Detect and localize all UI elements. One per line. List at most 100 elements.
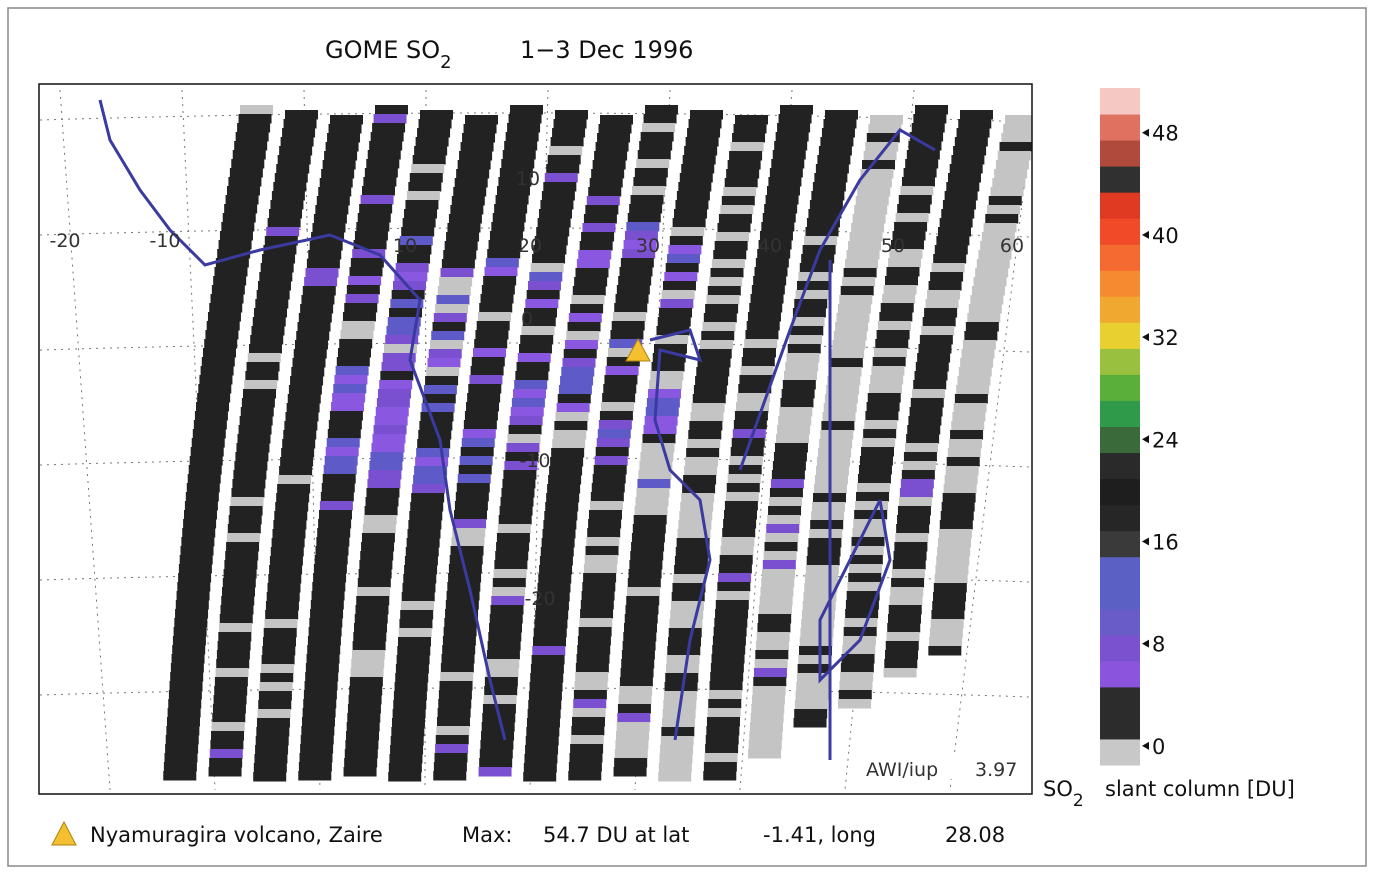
swath-cell: [258, 700, 292, 710]
swath-cell: [724, 178, 758, 188]
swath-cell: [712, 636, 746, 646]
swath-cell: [705, 304, 739, 314]
colorbar-band: [1100, 582, 1140, 610]
swath-cell: [505, 132, 539, 142]
swath-cell: [942, 493, 976, 503]
swath-cell: [838, 690, 872, 700]
swath-cell: [357, 213, 391, 223]
swath-cell: [462, 429, 496, 439]
swath-cell: [318, 187, 352, 197]
swath-cell: [930, 619, 964, 629]
swath-cell: [410, 502, 444, 512]
swath-cell: [302, 708, 336, 718]
swath-cell: [479, 758, 513, 768]
swath-cell: [267, 583, 301, 593]
swath-cell: [226, 533, 260, 543]
swath-cell: [408, 520, 442, 530]
swath-cell: [503, 470, 537, 480]
swath-cell: [481, 285, 515, 295]
swath-cell: [433, 762, 467, 772]
swath-cell: [499, 168, 533, 178]
swath-cell: [597, 133, 631, 143]
swath-cell: [610, 330, 644, 340]
swath-cell: [896, 524, 930, 534]
swath-cell: [911, 123, 945, 133]
swath-cell: [552, 128, 586, 138]
swath-cell: [727, 474, 761, 484]
swath-cell: [224, 204, 258, 214]
swath-cell: [771, 470, 805, 480]
colorbar-band: [1100, 556, 1140, 584]
colorbar-band: [1100, 400, 1140, 427]
swath-cell: [628, 569, 662, 579]
swath-cell: [427, 358, 461, 368]
swath-cell: [376, 398, 410, 408]
swath-cell: [405, 547, 439, 557]
swath-cell: [214, 677, 248, 687]
swath-cell: [321, 169, 355, 179]
swath-cell: [240, 105, 273, 115]
swath-cell: [616, 731, 650, 741]
swath-cell: [550, 457, 584, 467]
swath-cell: [428, 349, 462, 359]
swath-cell: [340, 330, 374, 340]
swath-cell: [293, 349, 327, 359]
swath-cell: [435, 735, 469, 745]
swath-cell: [395, 664, 429, 674]
swath-cell: [897, 515, 931, 525]
colorbar-label-rest: slant column [DU]: [1105, 777, 1295, 801]
swath-cell: [705, 744, 739, 754]
swath-cell: [958, 119, 992, 129]
swath-cell: [444, 618, 478, 628]
swath-cell: [365, 497, 399, 507]
swath-cell: [176, 591, 210, 601]
swath-cell: [822, 412, 856, 422]
swath-cell: [732, 429, 766, 439]
swath-cell: [524, 754, 558, 764]
swath-cell: [679, 511, 713, 521]
swath-cell: [231, 488, 265, 498]
swath-cell: [486, 659, 520, 669]
swath-cell: [183, 510, 217, 520]
title-main: GOME SO: [325, 36, 440, 64]
colorbar-band: [1100, 374, 1140, 401]
swath-cell: [311, 591, 345, 601]
colorbar-band: [1100, 452, 1140, 480]
swath-cell: [809, 200, 843, 210]
swath-cell: [367, 150, 401, 160]
swath-cell: [498, 515, 532, 525]
swath-cell: [318, 519, 352, 529]
colorbar-tick-label: 40: [1152, 224, 1179, 248]
swath-cell: [537, 218, 571, 228]
swath-cell: [708, 690, 742, 700]
swath-cell: [300, 304, 334, 314]
colorbar-tick-label: 0: [1152, 735, 1165, 759]
swath-cell: [346, 285, 380, 295]
swath-cell: [578, 627, 612, 637]
swath-cell: [181, 537, 215, 547]
swath-cell: [919, 335, 953, 345]
swath-cell: [363, 177, 397, 187]
title-sub: 2: [440, 52, 451, 73]
swath-cell: [426, 367, 460, 377]
swath-cell: [178, 564, 212, 574]
swath-cell: [750, 294, 784, 304]
swath-cell: [306, 654, 340, 664]
swath-cell: [191, 438, 225, 448]
swath-cell: [910, 132, 944, 142]
swath-cell: [339, 339, 373, 349]
swath-cell: [250, 335, 284, 345]
swath-cell: [845, 259, 879, 269]
colorbar-band: [1100, 114, 1140, 141]
swath-cell: [292, 358, 326, 368]
swath-cell: [766, 186, 800, 196]
colorbar-band: [1100, 270, 1140, 297]
swath-cell: [543, 520, 577, 530]
longitude-label: -10: [149, 230, 180, 252]
swath-cell: [514, 380, 548, 390]
swath-cell: [933, 583, 967, 593]
swath-cell: [842, 277, 876, 287]
swath-cell: [305, 268, 339, 278]
swath-cell: [637, 150, 671, 160]
swath-cell: [336, 357, 370, 367]
